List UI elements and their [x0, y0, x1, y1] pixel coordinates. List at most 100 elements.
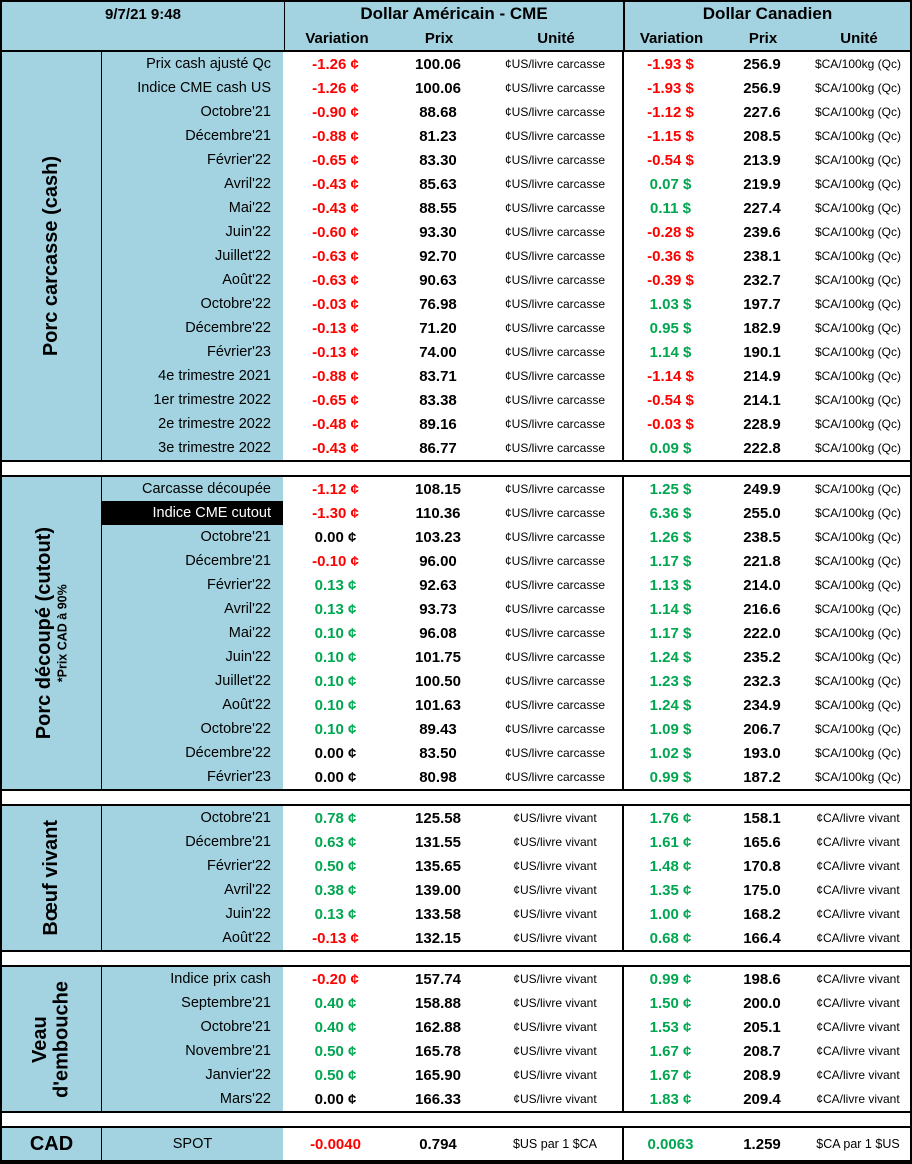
us-price: 93.73 — [388, 597, 488, 621]
us-price: 80.98 — [388, 765, 488, 789]
table-row: Février'22 -0.65 ¢ 83.30 ¢US/livre carcasse… — [102, 148, 910, 172]
us-price: 83.38 — [388, 388, 488, 412]
ca-variation: 6.36 $ — [622, 501, 717, 525]
ca-variation: -1.15 $ — [622, 124, 717, 148]
section-label-text: Porc carcasse (cash) — [40, 156, 63, 356]
ca-price: 228.9 — [717, 412, 807, 436]
ca-variation: 0.99 ¢ — [622, 967, 717, 991]
row-label: Indice prix cash — [102, 967, 283, 991]
ca-unit: $CA/100kg (Qc) — [807, 388, 909, 412]
table-row: Indice CME cash US -1.26 ¢ 100.06 ¢US/livre… — [102, 76, 910, 100]
us-price: 89.43 — [388, 717, 488, 741]
ca-variation: -1.12 $ — [622, 100, 717, 124]
us-variation: -0.48 ¢ — [283, 412, 388, 436]
ca-price: 206.7 — [717, 717, 807, 741]
ca-price: 221.8 — [717, 549, 807, 573]
table-row: Juillet'22 0.10 ¢ 100.50 ¢US/livre carcasse… — [102, 669, 910, 693]
row-label: Août'22 — [102, 693, 283, 717]
ca-unit: $CA/100kg (Qc) — [807, 501, 909, 525]
ca-variation: -0.36 $ — [622, 244, 717, 268]
ca-price: 234.9 — [717, 693, 807, 717]
table-row: Juin'22 0.13 ¢ 133.58 ¢US/livre vivant 1.00 … — [102, 902, 910, 926]
row-label: Octobre'21 — [102, 525, 283, 549]
ca-unit: $CA/100kg (Qc) — [807, 268, 909, 292]
ca-unit: $CA/100kg (Qc) — [807, 220, 909, 244]
ca-price: 208.7 — [717, 1039, 807, 1063]
table-row: Avril'22 -0.43 ¢ 85.63 ¢US/livre carcasse 0.… — [102, 172, 910, 196]
us-variation: -0.63 ¢ — [283, 244, 388, 268]
ca-price: 238.5 — [717, 525, 807, 549]
cad-prix-header: Prix — [748, 29, 778, 47]
us-variation: 0.40 ¢ — [283, 991, 388, 1015]
row-label: Février'23 — [102, 765, 283, 789]
ca-variation: 1.13 $ — [622, 573, 717, 597]
us-unit: ¢US/livre carcasse — [488, 501, 622, 525]
table-row: Février'23 0.00 ¢ 80.98 ¢US/livre carcasse 0… — [102, 765, 910, 789]
us-price: 83.71 — [388, 364, 488, 388]
table-row: Août'22 0.10 ¢ 101.63 ¢US/livre carcasse 1.2… — [102, 693, 910, 717]
row-label: Indice CME cutout — [102, 501, 283, 525]
us-price: 83.50 — [388, 741, 488, 765]
us-unit: ¢US/livre carcasse — [488, 549, 622, 573]
ca-unit: $CA/100kg (Qc) — [807, 124, 909, 148]
table-row: Octobre'21 -0.90 ¢ 88.68 ¢US/livre carcasse… — [102, 100, 910, 124]
ca-unit: $CA/100kg (Qc) — [807, 765, 909, 789]
ca-variation: 0.0063 — [622, 1128, 717, 1160]
table-row: Février'23 -0.13 ¢ 74.00 ¢US/livre carcasse… — [102, 340, 910, 364]
ca-variation: 1.09 $ — [622, 717, 717, 741]
table-row: Indice CME cutout -1.30 ¢ 110.36 ¢US/livre … — [102, 501, 910, 525]
row-label: Prix cash ajusté Qc — [102, 52, 283, 76]
us-variation: -0.0040 — [283, 1128, 388, 1160]
ca-variation: 1.76 ¢ — [622, 806, 717, 830]
us-unit: ¢US/livre carcasse — [488, 573, 622, 597]
section-rows: Octobre'21 0.78 ¢ 125.58 ¢US/livre vivant 1.… — [102, 806, 910, 950]
us-unit: ¢US/livre carcasse — [488, 645, 622, 669]
table-body: Porc carcasse (cash) Prix cash ajusté Qc -… — [2, 50, 910, 1162]
row-label: Indice CME cash US — [102, 76, 283, 100]
section-title: Bœuf vivant — [39, 820, 62, 936]
table-row: Avril'22 0.38 ¢ 139.00 ¢US/livre vivant 1.35… — [102, 878, 910, 902]
us-price: 96.00 — [388, 549, 488, 573]
table-row: Décembre'22 0.00 ¢ 83.50 ¢US/livre carcasse… — [102, 741, 910, 765]
ca-unit: ¢CA/livre vivant — [807, 806, 909, 830]
ca-price: 216.6 — [717, 597, 807, 621]
row-label: SPOT — [102, 1128, 283, 1160]
section-gap — [2, 791, 910, 804]
table-row: Carcasse découpée -1.12 ¢ 108.15 ¢US/livre … — [102, 477, 910, 501]
ca-price: 170.8 — [717, 854, 807, 878]
us-variation: -0.20 ¢ — [283, 967, 388, 991]
row-label: Août'22 — [102, 268, 283, 292]
row-label: Décembre'21 — [102, 124, 283, 148]
us-variation: -0.13 ¢ — [283, 926, 388, 950]
us-unit: ¢US/livre carcasse — [488, 717, 622, 741]
us-price: 100.06 — [388, 76, 488, 100]
ca-variation: 1.17 $ — [622, 549, 717, 573]
ca-price: 190.1 — [717, 340, 807, 364]
us-unit: ¢US/livre vivant — [488, 1063, 622, 1087]
us-unit: ¢US/livre vivant — [488, 854, 622, 878]
cad-section-title: Dollar Canadien — [623, 2, 910, 26]
us-unit: ¢US/livre carcasse — [488, 172, 622, 196]
us-price: 93.30 — [388, 220, 488, 244]
ca-variation: 1.25 $ — [622, 477, 717, 501]
ca-price: 238.1 — [717, 244, 807, 268]
table-row: 4e trimestre 2021 -0.88 ¢ 83.71 ¢US/livre c… — [102, 364, 910, 388]
us-variation: 0.40 ¢ — [283, 1015, 388, 1039]
ca-unit: $CA/100kg (Qc) — [807, 573, 909, 597]
us-variation: -0.43 ¢ — [283, 436, 388, 460]
row-label: Octobre'22 — [102, 292, 283, 316]
ca-variation: 0.99 $ — [622, 765, 717, 789]
us-price: 92.70 — [388, 244, 488, 268]
us-variation: 0.00 ¢ — [283, 741, 388, 765]
us-unit: ¢US/livre carcasse — [488, 340, 622, 364]
table-row: Novembre'21 0.50 ¢ 165.78 ¢US/livre vivant 1… — [102, 1039, 910, 1063]
us-price: 131.55 — [388, 830, 488, 854]
us-variation: -0.90 ¢ — [283, 100, 388, 124]
section-label-text: Veau d'embouche — [29, 981, 73, 1098]
us-unit: ¢US/livre carcasse — [488, 388, 622, 412]
us-unit: ¢US/livre carcasse — [488, 525, 622, 549]
ca-price: 208.5 — [717, 124, 807, 148]
us-price: 110.36 — [388, 501, 488, 525]
header-spacer — [2, 26, 284, 50]
us-price: 162.88 — [388, 1015, 488, 1039]
